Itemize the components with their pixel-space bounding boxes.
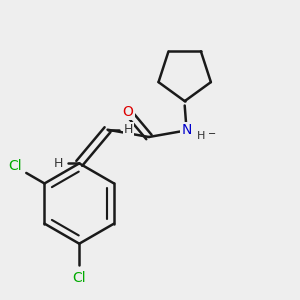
- Text: O: O: [123, 105, 134, 119]
- Text: H: H: [53, 157, 63, 170]
- Text: −: −: [208, 129, 216, 139]
- Text: H: H: [124, 123, 133, 136]
- Text: N: N: [182, 123, 192, 137]
- Text: Cl: Cl: [8, 159, 22, 173]
- Text: Cl: Cl: [72, 271, 86, 285]
- Text: H: H: [197, 131, 205, 141]
